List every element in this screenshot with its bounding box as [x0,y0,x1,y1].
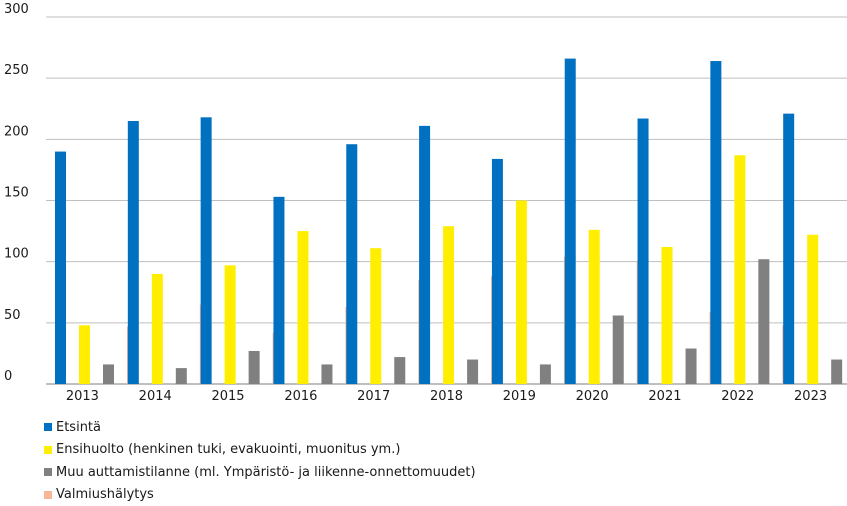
x-tick-label: 2014 [139,389,172,404]
x-tick-label: 2021 [648,389,681,404]
bar-2015-series-3 [249,351,260,384]
x-tick-label: 2016 [284,389,317,404]
y-tick-label: 0 [4,369,12,384]
legend-swatch [44,468,52,476]
bar-2018-series-2 [443,226,454,384]
legend-item: Muu auttamistilanne (ml. Ympäristö- ja l… [44,461,476,484]
bar-2018-series-3 [467,360,478,384]
bar-2015-series-1 [201,117,212,384]
bar-2020-series-2 [589,230,600,384]
y-axis-ticks: 0 50 100 150 200 250 300 [4,2,29,384]
x-tick-label: 2017 [357,389,390,404]
bar-2019-series-2 [516,201,527,385]
x-tick-label: 2019 [503,389,536,404]
legend-swatch [44,491,52,499]
bar-2013-series-3 [103,364,114,384]
y-tick-label: 100 [4,247,29,262]
bar-2023-series-1 [783,114,794,384]
bar-2014-series-1 [128,121,139,384]
bar-2021-series-2 [662,247,673,384]
bar-2017-series-2 [370,248,381,384]
bar-2017-series-1 [346,144,357,384]
bar-2019-series-1 [492,159,503,384]
legend-item: Etsintä [44,416,476,439]
bar-2014-series-3 [176,368,187,384]
bar-2015-series-2 [225,265,236,384]
x-tick-label: 2015 [211,389,244,404]
bar-2018-series-1 [419,126,430,384]
y-tick-label: 300 [4,2,29,17]
bar-2021-series-1 [638,119,649,384]
x-tick-label: 2013 [66,389,99,404]
legend-item: Valmiushälytys [44,484,476,506]
bar-2016-series-1 [273,197,284,384]
bar-2020-series-1 [565,59,576,384]
legend-label: Valmiushälytys [56,487,154,502]
legend-label: Muu auttamistilanne (ml. Ympäristö- ja l… [56,465,476,480]
bar-2022-series-2 [734,155,745,384]
bar-2020-series-3 [613,315,624,384]
legend: Etsintä Ensihuolto (henkinen tuki, evakuo… [44,416,476,506]
bar-2019-series-3 [540,364,551,384]
bar-2014-series-2 [152,274,163,384]
legend-label: Etsintä [56,420,101,435]
bar-2016-series-2 [297,231,308,384]
bars [55,59,847,384]
bar-2013-series-2 [79,325,90,384]
y-tick-label: 150 [4,186,29,201]
x-tick-label: 2022 [721,389,754,404]
bar-2022-series-1 [710,61,721,384]
legend-swatch [44,446,52,454]
x-axis-ticks: 2013 2014 2015 2016 2017 2018 2019 2020 2021 2022… [66,389,827,404]
bar-2021-series-3 [686,349,697,384]
bar-2023-series-2 [807,235,818,384]
y-tick-label: 200 [4,124,29,139]
legend-item: Ensihuolto (henkinen tuki, evakuointi, m… [44,439,476,462]
bar-2022-series-3 [758,259,769,384]
legend-swatch [44,423,52,431]
x-tick-label: 2020 [576,389,609,404]
y-tick-label: 250 [4,63,29,78]
x-tick-label: 2023 [794,389,827,404]
y-tick-label: 50 [4,308,21,323]
bar-2013-series-1 [55,152,66,384]
bar-2023-series-3 [831,360,842,384]
x-tick-label: 2018 [430,389,463,404]
bar-2017-series-3 [394,357,405,384]
legend-label: Ensihuolto (henkinen tuki, evakuointi, m… [56,442,400,457]
bar-2016-series-3 [321,364,332,384]
